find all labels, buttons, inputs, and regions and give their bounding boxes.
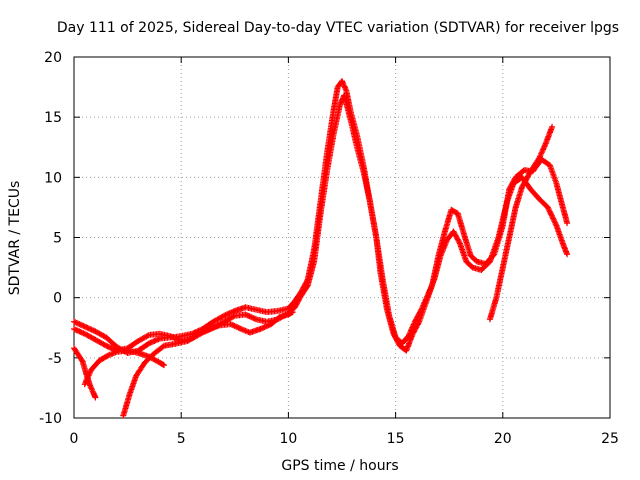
- series-trace-a: [71, 345, 99, 401]
- x-tick-label: 0: [70, 431, 79, 447]
- y-tick-label: 0: [53, 291, 62, 307]
- chart-grid: [74, 57, 610, 418]
- chart-title: Day 111 of 2025, Sidereal Day-to-day VTE…: [57, 20, 619, 36]
- plus-markers: [486, 123, 556, 323]
- y-tick-label: -5: [48, 351, 62, 367]
- plus-markers: [71, 345, 99, 401]
- x-tick-label: 20: [494, 431, 512, 447]
- x-tick-label: 10: [279, 431, 297, 447]
- series-trace-f: [486, 123, 556, 323]
- y-tick-label: 15: [44, 110, 62, 126]
- x-tick-label: 5: [177, 431, 186, 447]
- x-tick-label: 25: [601, 431, 619, 447]
- x-tick-label: 15: [387, 431, 405, 447]
- y-tick-label: 5: [53, 231, 62, 247]
- plus-markers: [71, 92, 571, 354]
- x-axis-label: GPS time / hours: [281, 458, 398, 474]
- y-tick-label: 10: [44, 170, 62, 186]
- y-tick-label: -10: [39, 411, 62, 427]
- data-points: [71, 78, 571, 419]
- series-trace-e: [71, 92, 571, 354]
- y-axis-label: SDTVAR / TECUs: [7, 181, 23, 296]
- y-tick-label: 20: [44, 50, 62, 66]
- axis-ticks: 0 5 10 15 20 25 -10 -5 0 5 10 15 20: [39, 50, 619, 447]
